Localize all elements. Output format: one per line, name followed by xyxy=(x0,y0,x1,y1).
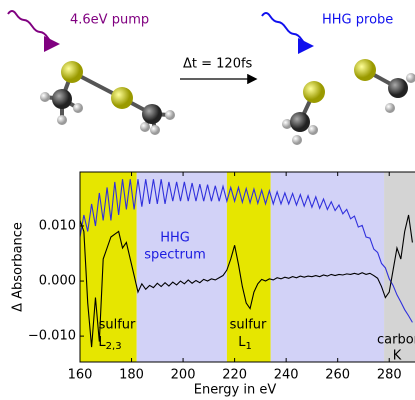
x-tick-label: 200 xyxy=(171,368,196,383)
annotation: L2,3 xyxy=(98,335,121,353)
schematic: 4.6eV pump HHG probe Δt = 120fs xyxy=(7,10,415,145)
annotation: sulfur xyxy=(99,318,136,333)
series-line xyxy=(80,214,413,348)
region xyxy=(384,172,415,362)
plot-area xyxy=(80,172,415,362)
annotation: carbon xyxy=(377,333,415,348)
plot: 160 180 200 220 240 260 280 −0.010 0.000 0.010 xyxy=(28,171,415,383)
annotation: spectrum xyxy=(144,248,206,263)
annotation: L1 xyxy=(238,335,252,353)
region xyxy=(270,172,385,362)
plot-frame xyxy=(79,171,415,363)
y-tick-label: 0.010 xyxy=(39,218,76,233)
annotation: K xyxy=(393,349,402,364)
annotation-sub: 1 xyxy=(245,341,251,352)
annotation: sulfur xyxy=(230,318,267,333)
region xyxy=(226,172,271,362)
y-axis-label: Δ Absorbance xyxy=(11,222,26,312)
probe-wave xyxy=(261,12,314,54)
x-tick-label: 220 xyxy=(222,368,247,383)
y-tick-label: 0.000 xyxy=(39,274,76,289)
x-tick-label: 160 xyxy=(68,368,93,383)
annotation-part: L xyxy=(98,335,106,350)
atoms xyxy=(40,59,415,145)
delay-label: Δt = 120fs xyxy=(183,57,253,72)
x-axis-label: Energy in eV xyxy=(194,383,277,398)
x-tick-label: 240 xyxy=(274,368,299,383)
probe-label: HHG probe xyxy=(322,13,393,28)
annotation-part: L xyxy=(238,335,246,350)
pump-wave xyxy=(7,10,60,52)
x-tick-label: 280 xyxy=(377,368,402,383)
annotation-sub: 2,3 xyxy=(106,341,122,352)
y-tick-label: −0.010 xyxy=(28,329,76,344)
pump-label: 4.6eV pump xyxy=(70,13,149,28)
annotation: HHG xyxy=(160,231,190,246)
x-tick-label: 180 xyxy=(119,368,144,383)
series-line xyxy=(80,179,413,323)
x-tick-label: 260 xyxy=(325,368,350,383)
region xyxy=(136,172,227,362)
